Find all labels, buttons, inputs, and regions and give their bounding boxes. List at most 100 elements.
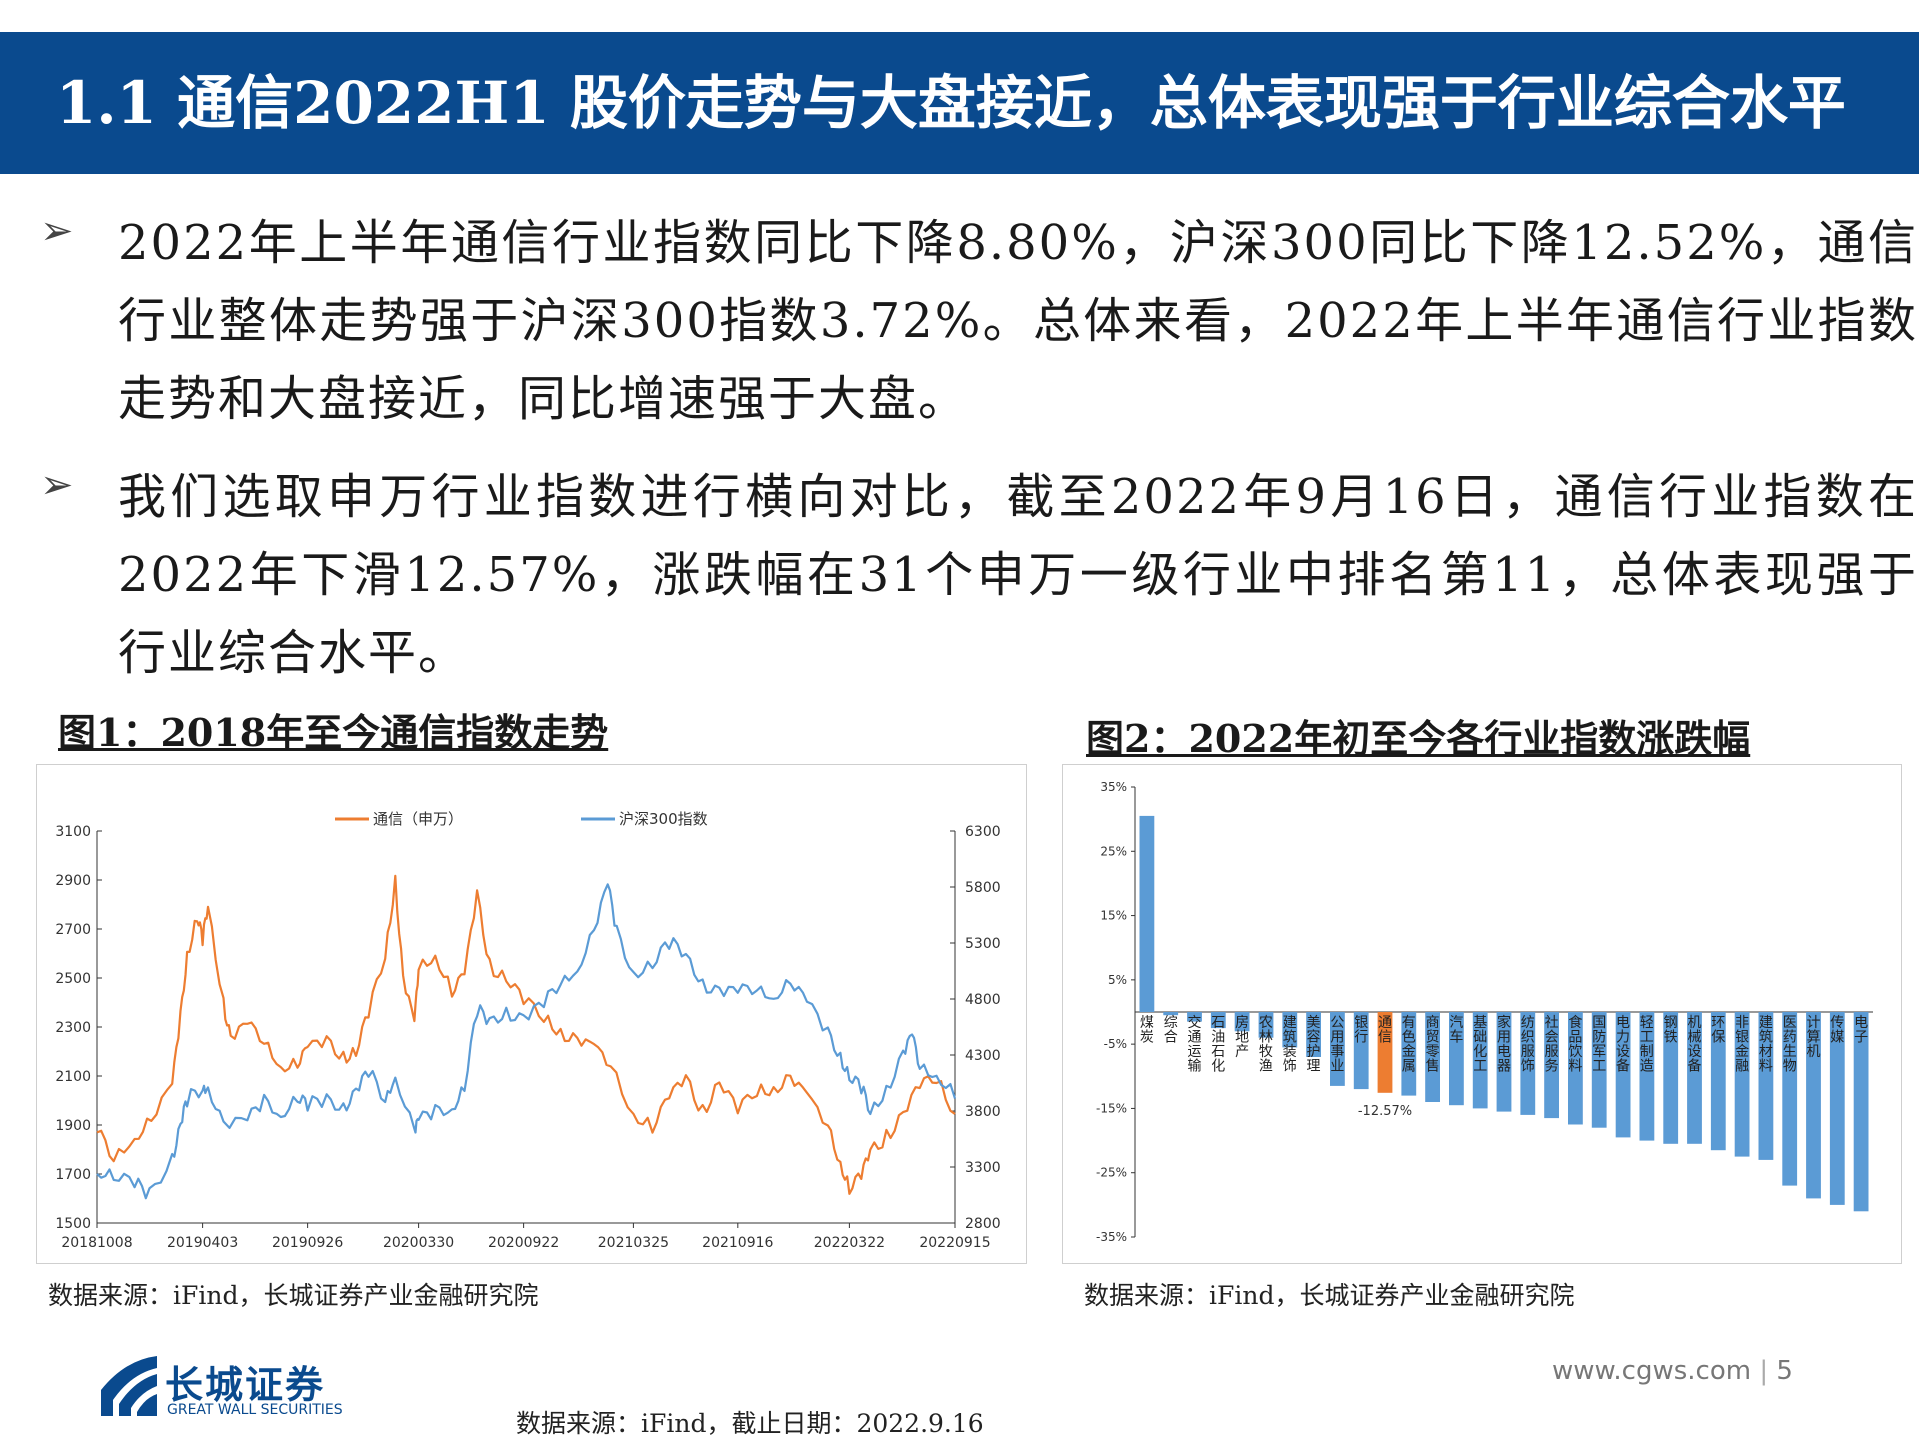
fig2-category-label: 基础化工: [1473, 1014, 1487, 1075]
fig2-category-label: 轻工制造: [1640, 1015, 1654, 1075]
fig2-category-label: 家用电器: [1497, 1014, 1511, 1075]
fig1-title: 图1：2018年至今通信指数走势: [58, 710, 609, 755]
fig1-left-tick-label: 3100: [55, 824, 91, 840]
fig1-right-tick-label: 4300: [965, 1048, 1001, 1064]
fig2-bar: [1330, 1012, 1345, 1086]
fig2-bar: [1449, 1012, 1464, 1106]
fig1-chart-frame: 1500 1700 1900 2100 2300 2500 2700 2900 3100 2800…: [36, 764, 1027, 1264]
fig1-left-tick-label: 1700: [55, 1167, 91, 1183]
fig2-bar: [1591, 1012, 1607, 1128]
website-text: www.cgws.com: [1552, 1356, 1752, 1386]
fig1-x-tick-label: 20210325: [598, 1235, 669, 1251]
fig2-bar-chart: 35% 25% 15% 5% -5% -15% -25% -35% 煤炭综合交通运输石油石化房地…: [1096, 780, 1873, 1244]
fig1-left-tick-label: 2300: [55, 1020, 91, 1036]
fig2-category-label: 建筑装饰: [1283, 1015, 1297, 1075]
fig2-y-tick-label: -15%: [1096, 1101, 1127, 1115]
fig2-bar: [1187, 1012, 1202, 1022]
fig2-bar: [1401, 1012, 1417, 1096]
fig2-category-label: 商贸零售: [1426, 1015, 1440, 1075]
company-logo: 长城证券 GREAT WALL SECURITIES: [95, 1350, 395, 1425]
fig2-bar: [1806, 1012, 1821, 1199]
bullet-arrow-icon: ➢: [40, 208, 74, 254]
fig2-y-tick-label: -5%: [1104, 1037, 1127, 1051]
fig2-category-label: 社会服务: [1545, 1015, 1559, 1075]
fig1-right-tick-label: 5300: [965, 936, 1001, 952]
fig2-category-label: 交通运输: [1188, 1014, 1202, 1075]
fig2-category-label: 计算机: [1807, 1015, 1821, 1060]
fig2-bar: [1163, 1012, 1179, 1016]
slide-title: 1.1 通信2022H1 股价走势与大盘接近，总体表现强于行业综合水平: [56, 69, 1846, 137]
fig2-category-label: 医药生物: [1783, 1015, 1797, 1075]
fig1-x-tick-label: 20220915: [919, 1235, 990, 1251]
fig1-left-tick-label: 1500: [55, 1216, 91, 1232]
fig2-bar: [1615, 1012, 1631, 1138]
fig2-bar: [1663, 1012, 1679, 1144]
bullet-arrow-icon: ➢: [40, 462, 74, 508]
fig2-bar: [1568, 1012, 1583, 1125]
fig1-x-tick-label: 20200922: [488, 1235, 559, 1251]
fig2-category-label: 综合: [1164, 1015, 1178, 1046]
fig2-category-label: 煤炭: [1140, 1015, 1154, 1046]
fig1-left-tick-label: 2700: [55, 922, 91, 938]
fig1-series-line: [96, 883, 957, 1200]
bullet-1-text: 2022年上半年通信行业指数同比下降8.80%，沪深300同比下降12.52%，…: [118, 215, 1918, 427]
fig2-bar: [1425, 1012, 1440, 1102]
fig1-right-tick-label: 2800: [965, 1216, 1001, 1232]
fig1-left-tick-label: 1900: [55, 1118, 91, 1134]
fig2-category-label: 电力设备: [1616, 1015, 1630, 1075]
fig2-category-label: 电子: [1854, 1015, 1868, 1046]
great-wall-logo-icon: [101, 1356, 157, 1416]
fig1-legend-label: 通信（申万）: [373, 810, 463, 828]
fig2-bar: [1710, 1012, 1726, 1151]
bottom-source: 数据来源：iFind，截止日期：2022.9.16: [516, 1409, 984, 1438]
fig1-x-tick-label: 20190926: [272, 1235, 343, 1251]
logo-english-name: GREAT WALL SECURITIES: [167, 1402, 343, 1418]
fig1-right-tick-label: 4800: [965, 992, 1001, 1008]
fig2-bar: [1853, 1012, 1869, 1212]
bullet-2-text: 我们选取申万行业指数进行横向对比，截至2022年9月16日，通信行业指数在202…: [118, 469, 1918, 681]
fig2-category-label: 公用事业: [1330, 1015, 1344, 1075]
fig2-category-label: 国防军工: [1592, 1015, 1606, 1075]
fig2-y-tick-label: 35%: [1100, 780, 1127, 794]
fig2-category-label: 建筑材料: [1759, 1015, 1773, 1075]
fig1-right-tick-label: 6300: [965, 824, 1001, 840]
fig1-right-tick-label: 5800: [965, 880, 1001, 896]
fig1-source: 数据来源：iFind，长城证券产业金融研究院: [48, 1281, 539, 1310]
fig1-x-tick-label: 20190403: [167, 1235, 238, 1251]
fig1-series-line: [96, 874, 956, 1195]
fig2-category-label: 食品饮料: [1568, 1014, 1582, 1075]
logo-chinese-name: 长城证券: [165, 1363, 326, 1407]
fig2-category-label: 钢铁: [1664, 1015, 1678, 1046]
fig1-x-tick-label: 20181008: [61, 1235, 132, 1251]
fig2-category-label: 传媒: [1830, 1015, 1844, 1046]
fig2-category-label: 有色金属: [1402, 1015, 1416, 1075]
fig2-y-tick-label: -25%: [1096, 1166, 1127, 1180]
fig1-legend-label: 沪深300指数: [619, 810, 708, 828]
fig2-bar: [1234, 1012, 1250, 1032]
footer-website: www.cgws.com | 5: [1552, 1356, 1793, 1386]
fig2-category-label: 汽车: [1449, 1015, 1463, 1046]
fig2-category-label: 纺织服饰: [1521, 1015, 1535, 1075]
fig2-bar: [1496, 1012, 1512, 1112]
fig1-right-tick-label: 3800: [965, 1104, 1001, 1120]
fig2-bar: [1829, 1012, 1845, 1205]
fig2-bar: [1353, 1012, 1369, 1090]
fig1-x-tick-label: 20200330: [383, 1235, 454, 1251]
fig2-bar: [1639, 1012, 1655, 1141]
fig2-bar: [1758, 1012, 1774, 1160]
fig2-data-label: -12.57%: [1358, 1104, 1412, 1119]
fig2-y-tick-label: 15%: [1100, 909, 1127, 923]
fig2-category-label: 房地产: [1235, 1015, 1249, 1060]
fig2-y-tick-label: 25%: [1100, 844, 1127, 858]
fig1-x-tick-label: 20210916: [702, 1235, 773, 1251]
fig2-bar: [1520, 1012, 1536, 1115]
fig2-bar: [1472, 1012, 1488, 1109]
fig2-category-label: 美容护理: [1307, 1015, 1321, 1075]
fig2-bar: [1544, 1012, 1559, 1119]
fig2-y-tick-label: -35%: [1096, 1230, 1127, 1244]
fig2-bar: [1734, 1012, 1750, 1157]
fig2-bar: [1306, 1012, 1321, 1057]
fig2-category-label: 通信: [1378, 1015, 1392, 1046]
fig2-category-label: 石油石化: [1211, 1015, 1225, 1075]
fig2-category-label: 环保: [1711, 1015, 1725, 1046]
